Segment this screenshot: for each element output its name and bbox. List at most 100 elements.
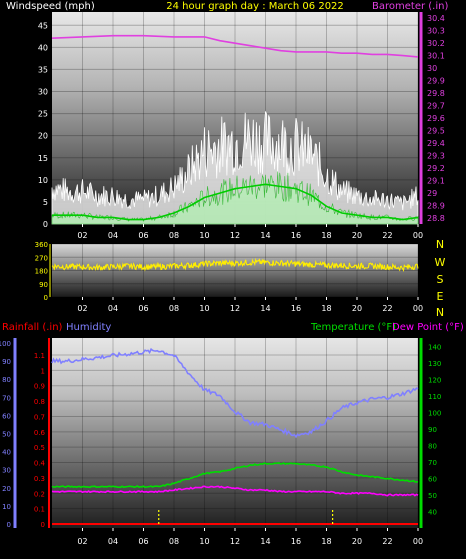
windspeed-tick-label: 20 (38, 132, 48, 141)
x-tick-label: 22 (382, 537, 392, 546)
rainfall-tick-label: 0.6 (34, 429, 46, 437)
x-tick-label: 02 (77, 537, 87, 546)
x-tick-label: 08 (169, 304, 179, 313)
humidity-tick-label: 90 (2, 358, 11, 366)
x-tick-label: 22 (382, 304, 392, 313)
x-tick-label: 02 (77, 231, 87, 240)
barometer-tick-label: 30.1 (427, 52, 445, 61)
barometer-tick-label: 28.8 (427, 214, 445, 223)
barometer-tick-label: 29 (427, 189, 437, 198)
humidity-tick-label: 40 (2, 449, 11, 457)
compass-letter-n-bottom: N (436, 306, 444, 319)
wind-avg-line (52, 183, 419, 221)
x-tick-label: 18 (321, 304, 331, 313)
x-tick-label: 04 (108, 304, 118, 313)
temperature-tick-label: 140 (428, 343, 441, 351)
rainfall-tick-label: 0 (41, 521, 45, 529)
barometer-tick-label: 30.4 (427, 14, 445, 23)
rainfall-tick-label: 0.3 (34, 475, 45, 483)
direction-tick-label: 0 (44, 294, 48, 302)
barometer-tick-label: 29.8 (427, 89, 445, 98)
temperature-axis-label: Temperature (°F) (310, 322, 396, 333)
compass-letter-s: S (437, 273, 444, 286)
humidity-tick-label: 60 (2, 412, 11, 420)
windspeed-tick-label: 40 (38, 43, 48, 52)
temperature-tick-label: 50 (428, 492, 437, 500)
x-tick-label: 10 (199, 537, 209, 546)
x-tick-label: 10 (199, 304, 209, 313)
rainfall-tick-label: 0.1 (34, 506, 45, 514)
barometer-tick-label: 30 (427, 64, 437, 73)
climate-panel-background (52, 338, 418, 528)
x-tick-label: 20 (352, 304, 362, 313)
compass-letter-e: E (437, 290, 444, 303)
windspeed-tick-label: 45 (38, 21, 48, 30)
humidity-tick-label: 100 (0, 340, 11, 348)
x-tick-label: 12 (230, 304, 240, 313)
rainfall-tick-label: 1.1 (34, 352, 45, 360)
rainfall-tick-label: 0.7 (34, 413, 45, 421)
direction-tick-label: 270 (35, 254, 48, 262)
windspeed-tick-label: 15 (38, 154, 48, 163)
dew-point-line (51, 485, 419, 497)
windspeed-tick-label: 35 (38, 65, 48, 74)
temperature-tick-label: 100 (428, 409, 441, 417)
windspeed-tick-label: 25 (38, 110, 48, 119)
humidity-tick-label: 80 (2, 376, 11, 384)
x-tick-label: 08 (169, 537, 179, 546)
x-tick-label: 18 (321, 231, 331, 240)
x-tick-label: 16 (291, 304, 301, 313)
windspeed-tick-label: 5 (43, 198, 48, 207)
humidity-tick-label: 10 (2, 503, 11, 511)
temperature-tick-label: 110 (428, 393, 441, 401)
humidity-tick-label: 0 (7, 521, 11, 529)
barometer-tick-label: 29.7 (427, 102, 445, 111)
barometer-tick-label: 29.1 (427, 176, 445, 185)
x-tick-label: 12 (230, 231, 240, 240)
humidity-tick-label: 30 (2, 467, 11, 475)
x-tick-label: 08 (169, 231, 179, 240)
x-tick-label: 06 (138, 304, 148, 313)
x-tick-label: 10 (199, 231, 209, 240)
dewpoint-axis-label: Dew Point (°F) (392, 322, 464, 333)
humidity-tick-label: 50 (2, 431, 11, 439)
x-tick-label: 12 (230, 537, 240, 546)
chart-title: 24 hour graph day : March 06 2022 (166, 1, 344, 12)
barometer-tick-label: 29.4 (427, 139, 445, 148)
windspeed-axis-label: Windspeed (mph) (6, 1, 95, 12)
x-tick-label: 06 (138, 231, 148, 240)
barometer-tick-label: 29.2 (427, 164, 445, 173)
rainfall-tick-label: 1 (41, 367, 45, 375)
temperature-tick-label: 40 (428, 508, 437, 516)
rainfall-tick-label: 0.2 (34, 490, 45, 498)
barometer-axis-label: Barometer (.in) (372, 1, 448, 12)
x-tick-label: 06 (138, 537, 148, 546)
barometer-tick-label: 29.5 (427, 126, 445, 135)
temperature-tick-label: 130 (428, 360, 441, 368)
x-tick-label: 14 (260, 537, 270, 546)
compass-letter-n-top: N (436, 238, 444, 251)
humidity-line (51, 347, 419, 439)
barometer-tick-label: 29.3 (427, 151, 445, 160)
direction-panel-background (52, 244, 418, 297)
rainfall-axis-label: Rainfall (.in) (2, 322, 63, 333)
compass-letter-w: W (435, 256, 446, 269)
windspeed-tick-label: 10 (38, 176, 48, 185)
wind-gust-area (51, 111, 419, 225)
x-tick-label: 04 (108, 537, 118, 546)
x-tick-label: 00 (413, 231, 423, 240)
barometer-tick-label: 30.2 (427, 39, 445, 48)
barometer-line (51, 34, 419, 58)
temperature-tick-label: 80 (428, 442, 437, 450)
humidity-tick-label: 20 (2, 485, 11, 493)
x-tick-label: 16 (291, 231, 301, 240)
x-tick-label: 22 (382, 231, 392, 240)
x-tick-label: 04 (108, 231, 118, 240)
temperature-tick-label: 120 (428, 376, 441, 384)
x-tick-label: 20 (352, 231, 362, 240)
barometer-tick-label: 29.9 (427, 77, 445, 86)
temperature-tick-label: 70 (428, 459, 437, 467)
x-tick-label: 02 (77, 304, 87, 313)
